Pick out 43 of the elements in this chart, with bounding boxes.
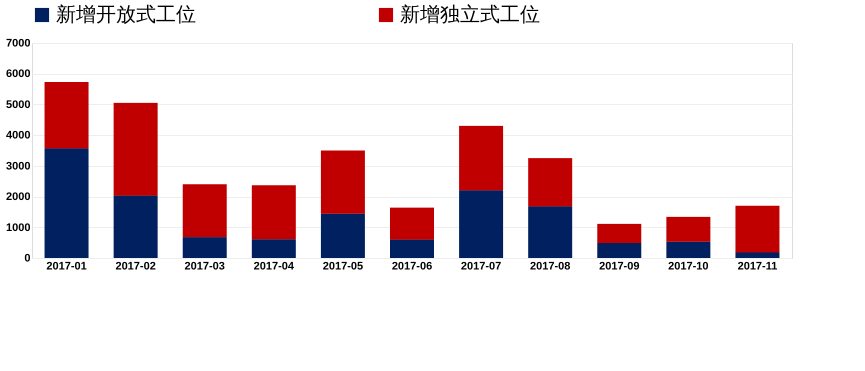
x-tick-label: 2017-07 — [460, 260, 502, 272]
x-tick-label: 2017-01 — [46, 260, 87, 272]
bar — [320, 214, 365, 258]
bar — [44, 148, 89, 258]
bar — [44, 82, 89, 148]
bar — [735, 206, 780, 252]
y-tick-label: 5000 — [6, 98, 30, 111]
bar — [390, 208, 434, 240]
bar — [114, 196, 158, 258]
bar — [597, 242, 642, 258]
bar — [666, 242, 710, 258]
bar — [528, 206, 572, 258]
bar — [597, 224, 642, 243]
bar — [252, 185, 296, 240]
bar — [320, 150, 365, 214]
y-tick-label: 2000 — [6, 191, 30, 204]
bar — [528, 158, 572, 206]
y-tick-label: 0 — [24, 252, 30, 264]
y-tick-label: 6000 — [6, 68, 30, 80]
bar — [390, 240, 434, 258]
bar — [252, 239, 296, 258]
bar — [182, 237, 227, 258]
x-tick-label: 2017-02 — [115, 260, 156, 272]
bar — [182, 184, 227, 238]
x-tick-label: 2017-03 — [184, 260, 225, 272]
x-tick-label: 2017-08 — [530, 260, 570, 272]
x-tick-label: 2017-09 — [599, 260, 640, 272]
bar — [666, 216, 710, 242]
bar — [459, 190, 504, 258]
y-tick-label: 4000 — [6, 130, 30, 142]
legend-label: 新增开放式工位 — [56, 4, 196, 26]
y-tick-label: 3000 — [6, 160, 30, 172]
x-tick-label: 2017-05 — [322, 260, 364, 272]
x-tick-label: 2017-06 — [392, 260, 432, 272]
y-tick-label: 1000 — [6, 222, 30, 234]
bar — [114, 102, 158, 196]
legend-label: 新增独立式工位 — [400, 4, 540, 26]
bar — [459, 126, 504, 190]
x-tick-label: 2017-11 — [738, 260, 778, 272]
bar — [735, 252, 780, 258]
x-tick-label: 2017-10 — [668, 260, 709, 272]
x-tick-label: 2017-04 — [254, 260, 295, 272]
y-tick-label: 7000 — [6, 38, 30, 50]
